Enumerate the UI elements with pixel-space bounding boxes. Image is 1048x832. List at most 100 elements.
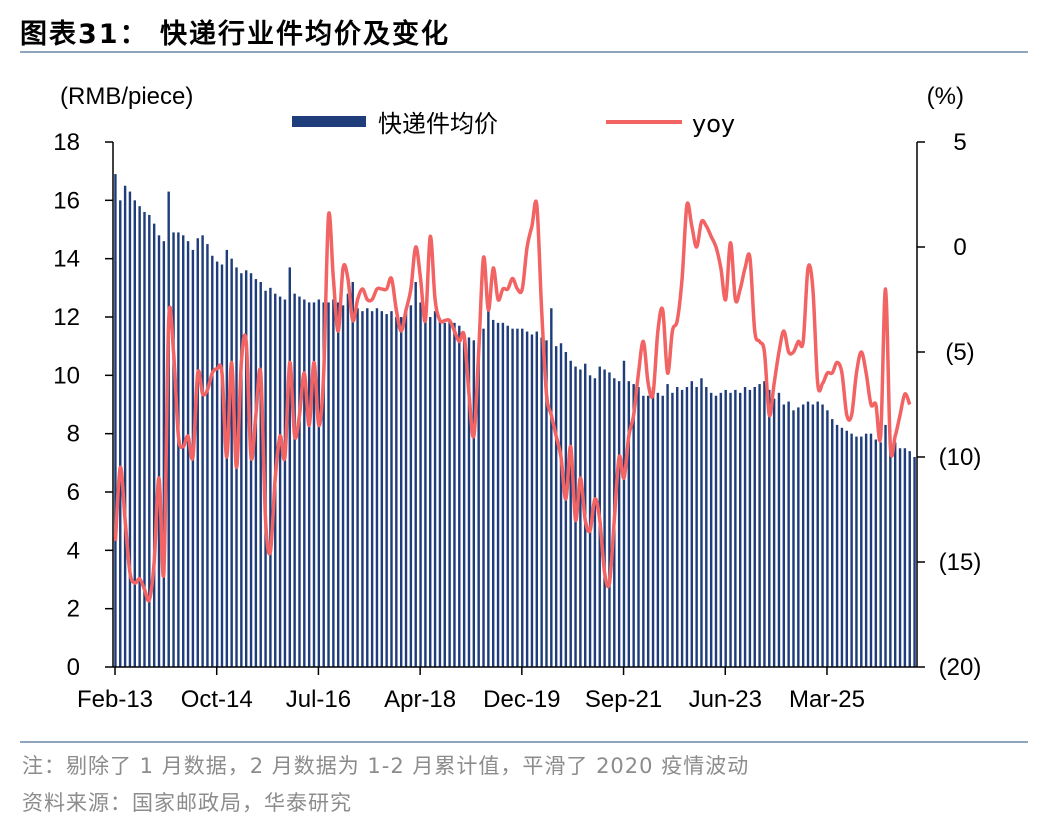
price-bar [758, 384, 761, 667]
price-bar [821, 404, 824, 667]
price-bar [879, 442, 882, 667]
price-bar [346, 293, 350, 667]
left-tick-label: 8 [67, 421, 80, 448]
price-bar [201, 235, 204, 667]
price-bar [801, 404, 805, 667]
chart-canvas: (RMB/piece) (%) 快递件均价 yoy 0 2 4 6 8 10 12 14 16 1… [53, 83, 981, 713]
price-bar [893, 442, 897, 667]
price-bar [516, 328, 519, 667]
price-bar [220, 264, 224, 667]
price-bar [254, 279, 258, 667]
price-bar [695, 387, 698, 667]
price-bar [540, 337, 543, 667]
price-bar [375, 308, 379, 667]
price-bar [637, 387, 640, 667]
yoy-line [113, 199, 912, 603]
price-bar [322, 302, 325, 667]
price-bar [143, 212, 146, 667]
price-bar [753, 387, 756, 667]
price-bar [433, 311, 437, 667]
price-bar [739, 392, 742, 667]
x-tick-label: Apr-18 [384, 686, 456, 713]
price-bar [206, 244, 209, 667]
price-bar [157, 235, 161, 667]
price-bar [869, 433, 873, 667]
price-bar [835, 424, 839, 667]
price-bar [903, 448, 907, 667]
price-bar [748, 389, 752, 667]
legend: 快递件均价 yoy [292, 110, 735, 138]
price-bar [545, 340, 548, 667]
price-bar [700, 378, 703, 667]
price-bar [792, 410, 795, 667]
price-bar [123, 185, 127, 667]
price-bar [409, 305, 413, 667]
price-bar [283, 299, 287, 667]
price-bar [114, 174, 117, 667]
price-bar [811, 404, 815, 667]
price-bar [768, 389, 771, 667]
price-bar [385, 314, 388, 667]
left-tick-label: 6 [67, 479, 80, 506]
price-bar [661, 395, 664, 667]
price-bar [550, 308, 553, 667]
price-bar [356, 308, 359, 667]
price-bar [521, 328, 524, 667]
price-bar [729, 392, 732, 667]
price-bar [293, 293, 296, 667]
price-bar [259, 282, 262, 667]
price-bar [564, 352, 568, 667]
price-bar [777, 392, 781, 667]
legend-bar-label: 快递件均价 [378, 110, 498, 138]
price-bar [186, 241, 190, 668]
price-bars [114, 174, 916, 668]
price-bar [404, 308, 408, 667]
price-bar [772, 398, 776, 667]
right-tick-label: 5 [953, 129, 966, 156]
price-bar [860, 436, 863, 667]
price-bar [472, 340, 476, 667]
price-bar [453, 322, 456, 667]
price-bar [913, 457, 916, 667]
price-bar [501, 322, 505, 667]
title-divider [20, 51, 1028, 53]
left-tick-label: 0 [67, 654, 80, 681]
price-bar [719, 392, 723, 667]
left-tick-label: 4 [67, 537, 80, 564]
price-bar [535, 331, 538, 667]
price-bar [632, 384, 635, 667]
price-bar [337, 302, 340, 667]
price-bar [429, 317, 432, 667]
x-axis-ticks: Feb-13 Oct-14 Jul-16 Apr-18 Dec-19 Sep-21 Jun-… [77, 667, 865, 713]
price-bar [390, 311, 393, 667]
price-bar [666, 384, 669, 667]
price-bar [414, 282, 417, 667]
price-bar [467, 337, 471, 667]
footer-divider [20, 741, 1028, 743]
price-bar [317, 299, 321, 667]
price-bar [370, 311, 374, 667]
price-bar [816, 401, 819, 667]
left-axis-ticks: 0 2 4 6 8 10 12 14 16 18 [53, 129, 113, 681]
price-bar [709, 392, 713, 667]
price-bar [579, 369, 582, 667]
price-bar [705, 387, 708, 667]
price-bar [438, 319, 442, 667]
price-bar [327, 302, 330, 667]
price-bar [593, 378, 597, 667]
price-bar [656, 392, 660, 667]
price-bar [491, 319, 495, 667]
price-bar [380, 311, 384, 667]
price-bar [850, 433, 853, 667]
price-bar [458, 325, 461, 667]
left-tick-label: 2 [67, 596, 80, 623]
price-bar [244, 270, 248, 667]
price-bar [312, 302, 316, 667]
x-tick-label: Dec-19 [483, 686, 560, 713]
price-bar [511, 328, 514, 667]
price-bar [840, 427, 844, 667]
price-bar [167, 191, 170, 667]
right-axis-ticks: (20) (15) (10) (5) 0 5 [917, 129, 981, 681]
footnotes: 注：剔除了 1 月数据，2 月数据为 1-2 月累计值，平滑了 2020 疫情波… [22, 748, 749, 822]
price-bar [230, 258, 233, 667]
